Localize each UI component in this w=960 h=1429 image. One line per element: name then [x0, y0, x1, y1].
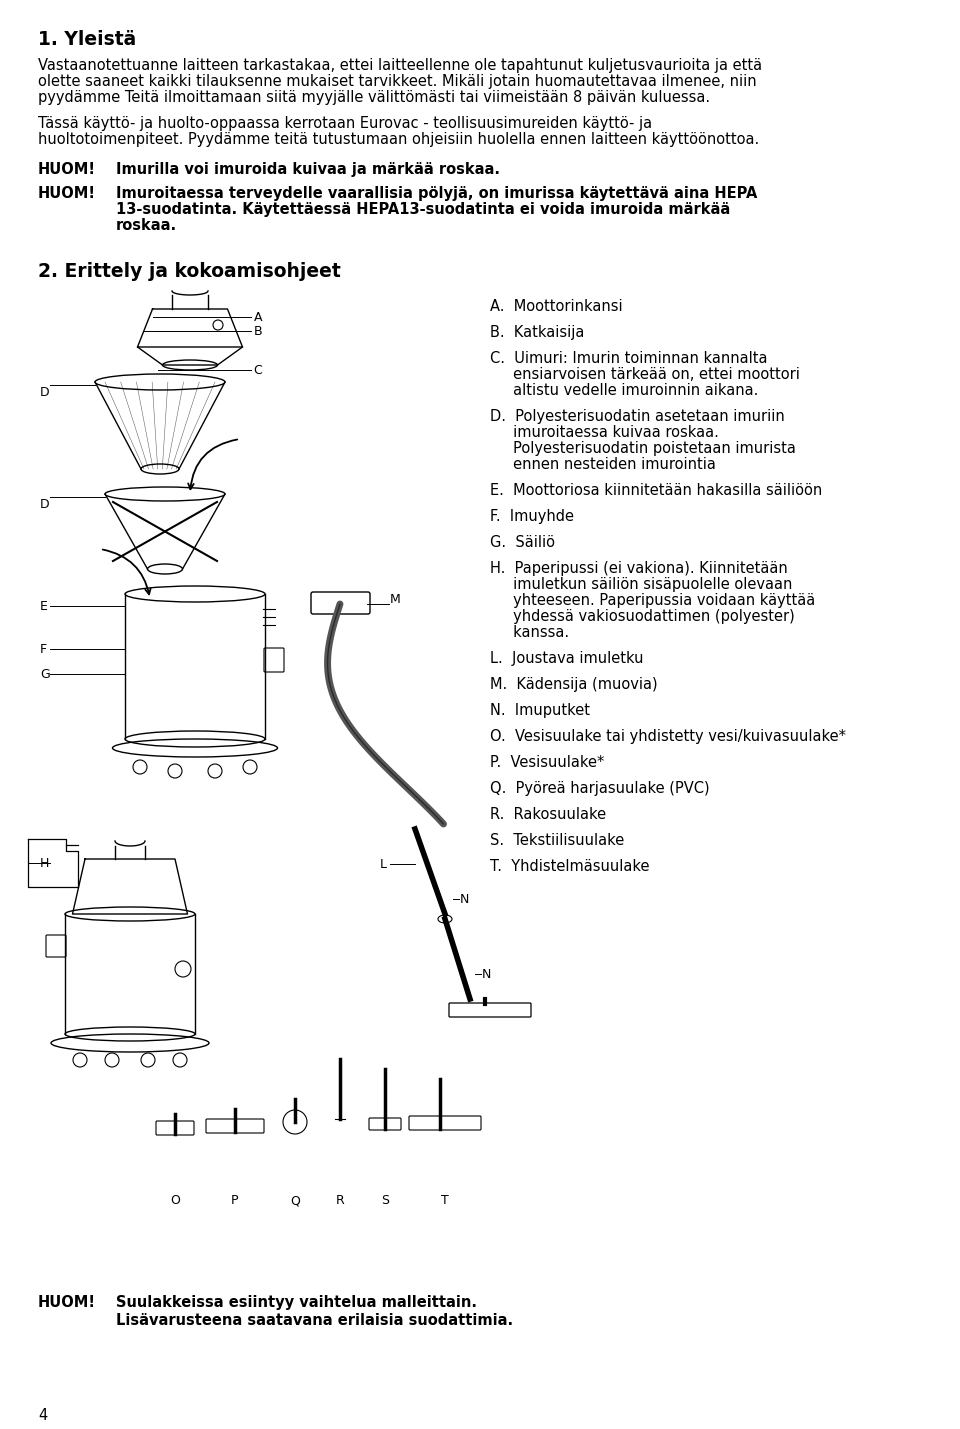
- Text: H.  Paperipussi (ei vakiona). Kiinnitetään: H. Paperipussi (ei vakiona). Kiinnitetää…: [490, 562, 788, 576]
- Text: imuroitaessa kuivaa roskaa.: imuroitaessa kuivaa roskaa.: [490, 424, 719, 440]
- Text: Polyesterisuodatin poistetaan imurista: Polyesterisuodatin poistetaan imurista: [490, 442, 796, 456]
- Text: 4: 4: [38, 1408, 47, 1423]
- Text: yhdessä vakiosuodattimen (polyester): yhdessä vakiosuodattimen (polyester): [490, 609, 795, 624]
- Text: F: F: [40, 643, 47, 656]
- Text: 1. Yleistä: 1. Yleistä: [38, 30, 136, 49]
- Text: roskaa.: roskaa.: [116, 219, 178, 233]
- Text: P: P: [231, 1195, 239, 1208]
- Text: Q: Q: [290, 1195, 300, 1208]
- Text: G.  Säiliö: G. Säiliö: [490, 534, 555, 550]
- Text: huoltotoimenpiteet. Pyydämme teitä tutustumaan ohjeisiin huolella ennen laitteen: huoltotoimenpiteet. Pyydämme teitä tutus…: [38, 131, 759, 147]
- Text: H: H: [40, 856, 49, 869]
- Text: E: E: [40, 600, 48, 613]
- Text: T.  Yhdistelmäsuulake: T. Yhdistelmäsuulake: [490, 859, 650, 875]
- Text: D: D: [40, 386, 50, 399]
- Text: C: C: [253, 363, 262, 376]
- Text: A: A: [253, 310, 262, 323]
- Text: M: M: [390, 593, 400, 606]
- Text: ensiarvoisen tärkeää on, ettei moottori: ensiarvoisen tärkeää on, ettei moottori: [490, 367, 800, 382]
- Text: 13-suodatinta. Käytettäessä HEPA13-suodatinta ei voida imuroida märkää: 13-suodatinta. Käytettäessä HEPA13-suoda…: [116, 201, 731, 217]
- Text: Lisävarusteena saatavana erilaisia suodattimia.: Lisävarusteena saatavana erilaisia suoda…: [116, 1313, 514, 1328]
- Text: pyydämme Teitä ilmoittamaan siitä myyjälle välittömästi tai viimeistään 8 päivän: pyydämme Teitä ilmoittamaan siitä myyjäl…: [38, 90, 710, 104]
- Text: yhteeseen. Paperipussia voidaan käyttää: yhteeseen. Paperipussia voidaan käyttää: [490, 593, 815, 607]
- Text: Q.  Pyöreä harjasuulake (PVC): Q. Pyöreä harjasuulake (PVC): [490, 782, 709, 796]
- Text: L: L: [380, 857, 387, 870]
- Text: kanssa.: kanssa.: [490, 624, 569, 640]
- Text: Imurilla voi imuroida kuivaa ja märkää roskaa.: Imurilla voi imuroida kuivaa ja märkää r…: [116, 161, 500, 177]
- Text: F.  Imuyhde: F. Imuyhde: [490, 509, 574, 524]
- Text: B.  Katkaisija: B. Katkaisija: [490, 324, 585, 340]
- Text: imuletkun säiliön sisäpuolelle olevaan: imuletkun säiliön sisäpuolelle olevaan: [490, 577, 792, 592]
- Text: Suulakkeissa esiintyy vaihtelua malleittain.: Suulakkeissa esiintyy vaihtelua malleitt…: [116, 1295, 477, 1310]
- Text: A.  Moottorinkansi: A. Moottorinkansi: [490, 299, 623, 314]
- Text: HUOM!: HUOM!: [38, 186, 96, 201]
- Text: olette saaneet kaikki tilauksenne mukaiset tarvikkeet. Mikäli jotain huomautetta: olette saaneet kaikki tilauksenne mukais…: [38, 74, 756, 89]
- Text: N: N: [460, 893, 469, 906]
- Text: E.  Moottoriosa kiinnitetään hakasilla säiliöön: E. Moottoriosa kiinnitetään hakasilla sä…: [490, 483, 823, 497]
- Text: ennen nesteiden imurointia: ennen nesteiden imurointia: [490, 457, 716, 472]
- Text: N.  Imuputket: N. Imuputket: [490, 703, 590, 717]
- Text: N: N: [482, 967, 492, 980]
- Text: Tässä käyttö- ja huolto-oppaassa kerrotaan Eurovac - teollisuusimureiden käyttö-: Tässä käyttö- ja huolto-oppaassa kerrota…: [38, 116, 652, 131]
- Text: HUOM!: HUOM!: [38, 1295, 96, 1310]
- Text: D: D: [40, 497, 50, 510]
- Text: L.  Joustava imuletku: L. Joustava imuletku: [490, 652, 643, 666]
- Text: D.  Polyesterisuodatin asetetaan imuriin: D. Polyesterisuodatin asetetaan imuriin: [490, 409, 784, 424]
- Text: R.  Rakosuulake: R. Rakosuulake: [490, 807, 606, 822]
- Text: R: R: [336, 1195, 345, 1208]
- Text: altistu vedelle imuroinnin aikana.: altistu vedelle imuroinnin aikana.: [490, 383, 758, 399]
- Text: P.  Vesisuulake*: P. Vesisuulake*: [490, 755, 605, 770]
- Text: G: G: [40, 667, 50, 680]
- Text: T: T: [442, 1195, 449, 1208]
- Text: S: S: [381, 1195, 389, 1208]
- Text: O: O: [170, 1195, 180, 1208]
- Text: B: B: [253, 324, 262, 337]
- Text: HUOM!: HUOM!: [38, 161, 96, 177]
- Text: 2. Erittely ja kokoamisohjeet: 2. Erittely ja kokoamisohjeet: [38, 262, 341, 282]
- Text: S.  Tekstiilisuulake: S. Tekstiilisuulake: [490, 833, 624, 847]
- Text: Imuroitaessa terveydelle vaarallisia pölyjä, on imurissa käytettävä aina HEPA: Imuroitaessa terveydelle vaarallisia pöl…: [116, 186, 757, 201]
- Text: M.  Kädensija (muovia): M. Kädensija (muovia): [490, 677, 658, 692]
- Text: C.  Uimuri: Imurin toiminnan kannalta: C. Uimuri: Imurin toiminnan kannalta: [490, 352, 767, 366]
- Text: O.  Vesisuulake tai yhdistetty vesi/kuivasuulake*: O. Vesisuulake tai yhdistetty vesi/kuiva…: [490, 729, 846, 745]
- Text: Vastaanotettuanne laitteen tarkastakaa, ettei laitteellenne ole tapahtunut kulje: Vastaanotettuanne laitteen tarkastakaa, …: [38, 59, 762, 73]
